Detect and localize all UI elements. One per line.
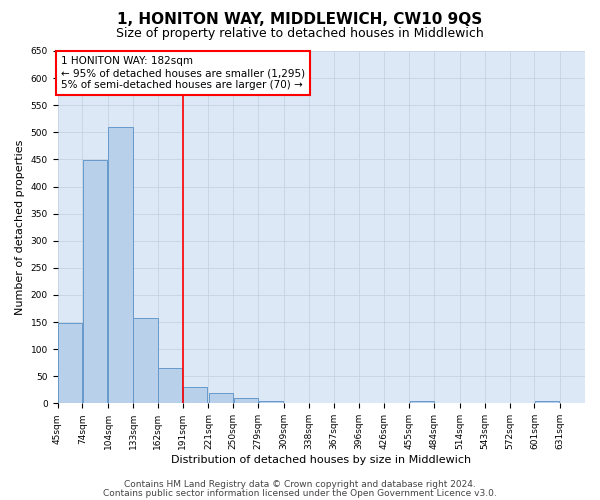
Bar [259,400,283,404]
Bar [209,392,233,404]
X-axis label: Distribution of detached houses by size in Middlewich: Distribution of detached houses by size … [171,455,472,465]
Bar [83,160,107,404]
Text: 1 HONITON WAY: 182sqm
← 95% of detached houses are smaller (1,295)
5% of semi-de: 1 HONITON WAY: 182sqm ← 95% of detached … [61,56,305,90]
Text: Contains public sector information licensed under the Open Government Licence v3: Contains public sector information licen… [103,488,497,498]
Text: Size of property relative to detached houses in Middlewich: Size of property relative to detached ho… [116,28,484,40]
Bar [535,400,559,404]
Bar [183,387,207,404]
Bar [158,368,182,404]
Bar [410,400,434,404]
Y-axis label: Number of detached properties: Number of detached properties [15,140,25,315]
Text: Contains HM Land Registry data © Crown copyright and database right 2024.: Contains HM Land Registry data © Crown c… [124,480,476,489]
Bar [133,318,158,404]
Bar [58,323,82,404]
Text: 1, HONITON WAY, MIDDLEWICH, CW10 9QS: 1, HONITON WAY, MIDDLEWICH, CW10 9QS [118,12,482,28]
Bar [233,398,258,404]
Bar [109,128,133,404]
